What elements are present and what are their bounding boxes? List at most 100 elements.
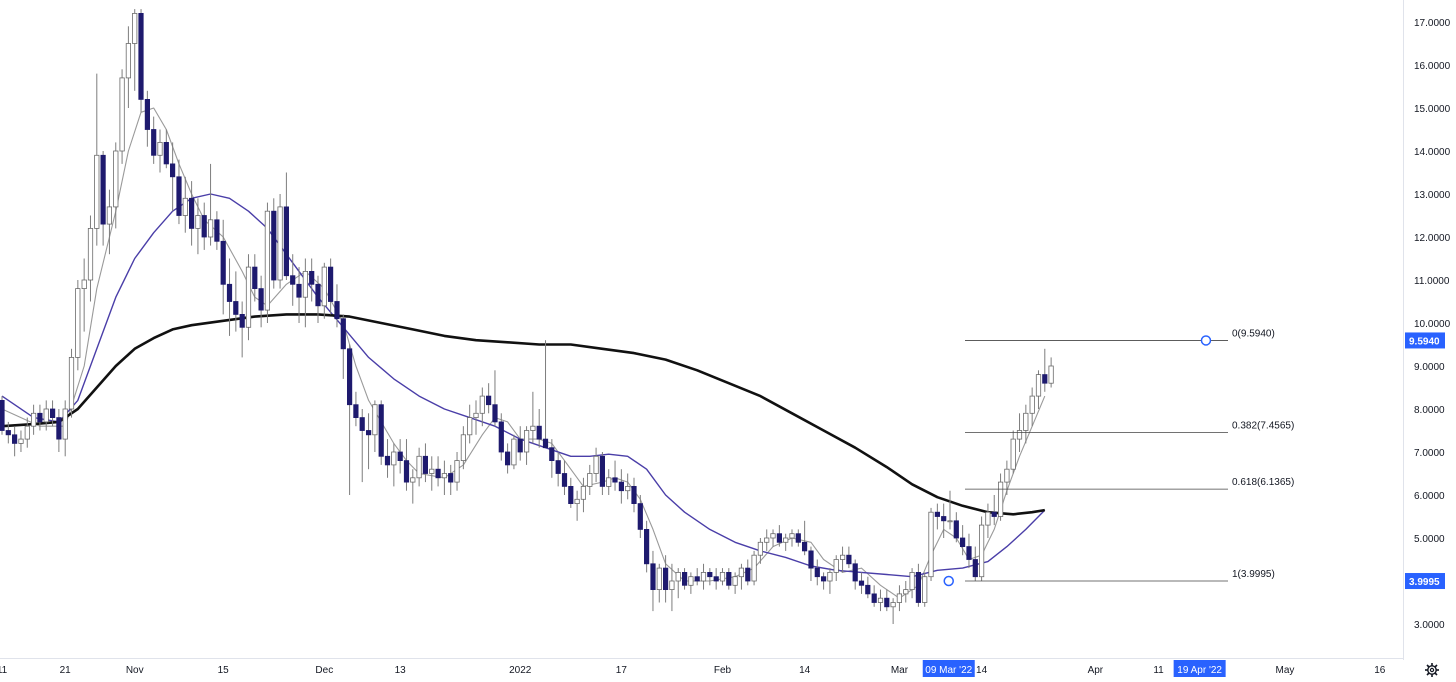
candle-body — [631, 485, 637, 504]
candle-body — [359, 417, 365, 431]
moving-average-fast — [1, 107, 1046, 599]
candle — [536, 409, 542, 448]
candle-body — [119, 77, 125, 152]
candle-body — [163, 141, 169, 165]
candle-body — [555, 460, 561, 474]
candle-body — [125, 43, 131, 79]
candle-body — [833, 559, 839, 573]
candle — [998, 473, 1004, 521]
candle — [384, 439, 391, 478]
candle — [271, 198, 277, 289]
candle — [606, 469, 612, 495]
time-tick-label: 11 — [0, 665, 8, 676]
candle — [113, 142, 119, 229]
candle-body — [346, 348, 353, 406]
candle-body — [637, 503, 643, 530]
candle-body — [182, 197, 188, 216]
candle-body — [618, 481, 625, 492]
candle-body — [865, 584, 871, 595]
candle-body — [694, 576, 700, 582]
candle — [132, 9, 138, 91]
candle — [890, 598, 896, 624]
candle — [485, 383, 492, 414]
gear-icon[interactable] — [1425, 663, 1439, 677]
candle-body — [1048, 365, 1054, 384]
price-tick-label: 14.0000 — [1414, 147, 1451, 158]
candle-body — [561, 473, 568, 487]
candle-body — [1035, 374, 1042, 397]
time-tick-label: 16 — [1374, 665, 1386, 676]
price-axis[interactable]: 17.0000 16.0000 15.0000 14.0000 13.0000 12.00… — [1405, 18, 1451, 631]
candle-body — [524, 430, 530, 453]
candle-body — [467, 417, 473, 436]
time-tick-label: 13 — [395, 665, 407, 676]
price-tag-label: 3.9995 — [1409, 577, 1440, 588]
fib-anchor-start[interactable] — [943, 575, 954, 587]
candle — [87, 215, 94, 302]
candle-body — [713, 576, 719, 582]
price-tick-label: 10.0000 — [1414, 319, 1451, 330]
candle — [789, 529, 795, 547]
candle — [827, 568, 833, 594]
candle — [688, 572, 694, 594]
candle — [757, 538, 764, 564]
time-tag — [922, 660, 975, 677]
candle — [637, 495, 643, 538]
candle — [707, 568, 713, 586]
candle — [296, 267, 302, 323]
price-tick-label: 11.0000 — [1414, 276, 1450, 287]
candle-body — [460, 434, 467, 461]
candle — [327, 258, 334, 315]
candle-body — [233, 301, 239, 315]
candle — [770, 529, 776, 547]
candle-body — [732, 576, 738, 586]
candle — [75, 280, 81, 371]
candle-body — [795, 533, 801, 543]
candle-body — [321, 266, 327, 307]
candle-body — [37, 412, 43, 423]
candle-body — [264, 210, 271, 311]
candle-body — [113, 150, 119, 208]
price-tick-label: 9.0000 — [1414, 362, 1445, 373]
candle-body — [226, 283, 233, 302]
candle-body — [542, 438, 549, 449]
candle — [1042, 348, 1048, 392]
candle-body — [479, 395, 485, 414]
candle — [37, 404, 43, 431]
candle — [700, 563, 707, 590]
candle — [0, 396, 5, 435]
time-tick-label: 15 — [218, 665, 230, 676]
fibonacci-retracement[interactable]: 0(9.5940) 0.382(7.4565) 0.618(6.1365) 1(3.9… — [943, 328, 1294, 587]
candle — [24, 417, 30, 448]
candle-body — [68, 356, 75, 410]
candle-body — [18, 438, 24, 444]
candle-body — [682, 572, 688, 586]
candle — [846, 546, 852, 569]
candle-body — [245, 266, 252, 328]
candle-body — [846, 554, 852, 565]
candle-body — [650, 563, 656, 590]
candle — [422, 443, 429, 483]
fib-anchor-end[interactable] — [1200, 335, 1212, 346]
candle-body — [814, 567, 820, 578]
candle — [138, 9, 144, 113]
fib-level-label: 0.382(7.4565) — [1232, 420, 1294, 431]
candle-body — [81, 279, 87, 290]
candle-body — [271, 210, 277, 281]
time-tick-label: 17 — [616, 665, 628, 676]
candle-body — [669, 580, 675, 591]
candle-body — [530, 425, 536, 431]
candle — [94, 73, 100, 246]
candle — [403, 439, 410, 491]
candle — [833, 555, 839, 581]
price-tick-label: 17.0000 — [1414, 18, 1451, 29]
candle-body — [100, 154, 106, 225]
candle — [492, 370, 498, 427]
time-axis[interactable]: 11 21 Nov 15 Dec 13 2022 17 Feb 14 Mar 14 Apr 11 May 16… — [0, 660, 1386, 677]
candle — [732, 572, 738, 594]
candle — [195, 198, 201, 255]
candle — [416, 447, 422, 487]
candle — [81, 258, 87, 332]
